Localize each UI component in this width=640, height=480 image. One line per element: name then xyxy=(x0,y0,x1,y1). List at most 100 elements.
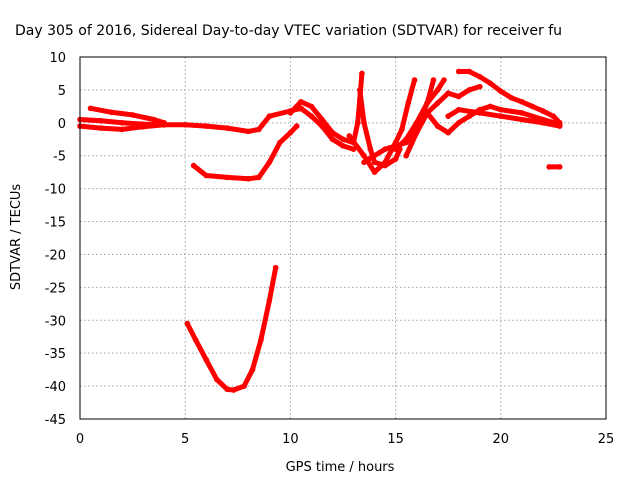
data-point xyxy=(298,98,304,105)
data-point xyxy=(272,264,279,271)
data-point xyxy=(361,152,367,159)
data-point xyxy=(329,136,336,143)
data-point xyxy=(287,110,294,116)
y-tick-label: -15 xyxy=(45,216,66,231)
data-point xyxy=(249,366,256,373)
data-point xyxy=(476,110,483,116)
y-tick-label: 10 xyxy=(49,51,66,66)
data-point xyxy=(455,120,462,126)
data-point xyxy=(190,162,197,169)
series-line xyxy=(191,123,300,182)
data-point xyxy=(519,116,525,123)
data-point xyxy=(108,109,115,116)
data-point xyxy=(487,103,494,110)
y-tick-label: 0 xyxy=(58,117,66,132)
data-point xyxy=(445,113,452,120)
data-point xyxy=(340,136,346,143)
data-point xyxy=(445,129,452,136)
data-point xyxy=(382,159,388,166)
data-point xyxy=(466,87,473,93)
y-tick-label: -10 xyxy=(45,183,66,198)
data-point xyxy=(556,120,563,126)
data-point xyxy=(430,77,437,83)
data-point xyxy=(405,100,412,106)
data-point xyxy=(361,159,367,166)
data-point xyxy=(476,83,483,90)
data-point xyxy=(266,113,273,120)
data-point xyxy=(182,121,188,128)
y-axis-label: SDTVAR / TECUs xyxy=(9,184,24,291)
data-point xyxy=(445,90,452,96)
data-point xyxy=(434,100,441,106)
data-point xyxy=(230,387,237,393)
data-point xyxy=(287,129,294,136)
data-point xyxy=(498,113,504,120)
data-point xyxy=(434,123,441,129)
data-point xyxy=(424,110,430,116)
data-point xyxy=(213,376,220,383)
data-point xyxy=(119,120,125,126)
data-point xyxy=(319,116,325,123)
data-point xyxy=(245,128,252,135)
data-point xyxy=(329,129,336,136)
data-point xyxy=(556,164,563,170)
data-point xyxy=(266,297,273,304)
data-point xyxy=(508,95,515,101)
data-series xyxy=(77,68,563,393)
data-point xyxy=(340,143,346,149)
data-point xyxy=(411,77,418,83)
y-tick-label: -5 xyxy=(53,150,66,165)
x-tick-label: 5 xyxy=(181,432,189,447)
y-tick-label: -20 xyxy=(45,248,66,263)
data-point xyxy=(455,106,462,113)
plot-frame xyxy=(79,56,607,420)
y-tick-label: -45 xyxy=(45,413,66,428)
data-point xyxy=(277,139,283,146)
data-point xyxy=(184,320,191,327)
data-point xyxy=(245,175,252,182)
data-point xyxy=(129,112,136,118)
chart-title: Day 305 of 2016, Sidereal Day-to-day VTE… xyxy=(15,23,562,39)
data-point xyxy=(413,129,420,136)
data-point xyxy=(529,103,536,110)
data-point xyxy=(371,159,378,166)
x-tick-label: 20 xyxy=(493,432,510,447)
data-point xyxy=(455,93,462,100)
data-point xyxy=(413,120,420,126)
data-point xyxy=(357,87,363,93)
data-point xyxy=(540,120,546,126)
y-tick-label: 5 xyxy=(58,84,66,99)
x-tick-label: 25 xyxy=(598,432,615,447)
data-point xyxy=(203,356,210,363)
y-tick-label: -30 xyxy=(45,314,66,329)
data-point xyxy=(266,159,273,166)
axis-ticks: 0 5 10 15 20 25 10 5 0 -5 -10 -15 -20 -25 -30 -35 -40 -45 xyxy=(45,51,615,447)
data-point xyxy=(224,125,231,131)
data-point xyxy=(98,125,104,131)
x-tick-label: 0 xyxy=(76,432,84,447)
data-point xyxy=(98,118,104,124)
data-point xyxy=(546,164,552,170)
data-point xyxy=(359,70,365,77)
data-point xyxy=(498,88,504,95)
data-point xyxy=(354,120,361,126)
data-point xyxy=(203,172,210,179)
data-point xyxy=(258,337,264,343)
data-point xyxy=(293,123,300,129)
data-point xyxy=(298,105,304,112)
data-point xyxy=(140,123,146,130)
x-axis-label: GPS time / hours xyxy=(286,460,395,475)
data-point xyxy=(455,68,462,75)
data-point xyxy=(466,68,473,75)
data-point xyxy=(476,73,483,80)
x-tick-label: 15 xyxy=(387,432,404,447)
y-tick-label: -25 xyxy=(45,281,66,296)
data-point xyxy=(399,126,405,133)
data-point xyxy=(308,113,315,120)
data-point xyxy=(424,100,430,106)
data-point xyxy=(87,105,94,112)
data-point xyxy=(392,146,399,152)
data-point xyxy=(361,120,367,126)
data-point xyxy=(367,146,374,152)
